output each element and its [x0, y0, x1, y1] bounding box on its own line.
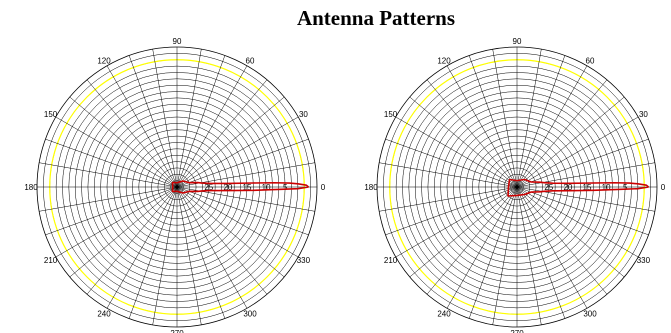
angle-tick-label: 240 [97, 309, 111, 318]
angle-tick-label: 330 [297, 256, 311, 265]
angle-tick-label: 240 [437, 309, 451, 318]
angle-tick-label: 60 [586, 57, 595, 66]
angle-tick-label: 270 [170, 329, 184, 333]
angle-tick-label: 0 [661, 183, 666, 192]
angle-tick-label: 330 [637, 256, 651, 265]
angle-tick-label: 30 [299, 110, 308, 119]
angle-tick-label: 210 [384, 256, 398, 265]
radius-tick-label: 5 [283, 183, 288, 192]
angle-tick-label: 60 [246, 57, 255, 66]
angle-tick-label: 90 [513, 37, 522, 46]
angle-tick-label: 90 [173, 37, 182, 46]
angle-tick-label: 0 [321, 183, 326, 192]
polar-plot-2: 0306090120150180210240270300330510152025 [364, 37, 665, 333]
pattern-line [508, 180, 649, 197]
angle-tick-label: 180 [24, 183, 38, 192]
polar-plot-1: 0306090120150180210240270300330510152025 [24, 37, 325, 333]
angle-tick-label: 210 [44, 256, 58, 265]
angle-tick-label: 120 [97, 57, 111, 66]
radius-tick-label: 5 [623, 183, 628, 192]
angle-tick-label: 30 [639, 110, 648, 119]
angle-tick-label: 150 [44, 110, 58, 119]
angle-tick-label: 150 [384, 110, 398, 119]
angle-tick-label: 180 [364, 183, 378, 192]
angle-tick-label: 120 [437, 57, 451, 66]
angle-tick-label: 300 [243, 309, 257, 318]
angle-tick-label: 300 [583, 309, 597, 318]
angle-tick-label: 270 [510, 329, 524, 333]
